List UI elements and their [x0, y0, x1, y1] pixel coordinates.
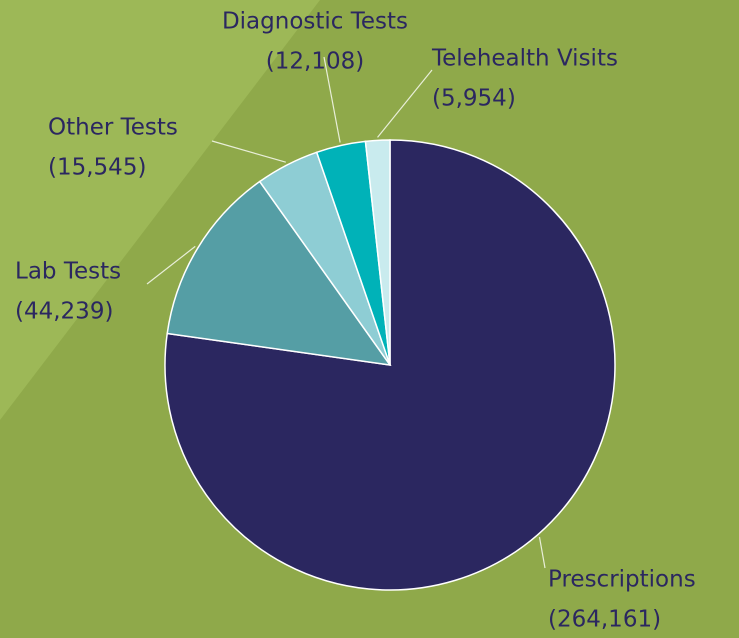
slice-value-label: (264,161) [548, 607, 661, 633]
background-accent [0, 0, 320, 420]
leader-line [377, 69, 433, 138]
slice-label: Other Tests [48, 115, 178, 141]
slice-value-label: (5,954) [432, 86, 516, 112]
slice-value-label: (12,108) [266, 49, 364, 75]
leader-line [146, 245, 196, 285]
slice-label: Lab Tests [15, 259, 121, 285]
pie-slice [364, 139, 391, 366]
slice-value-label: (44,239) [15, 299, 113, 325]
leader-line [211, 140, 286, 163]
slice-label: Prescriptions [548, 567, 696, 593]
slice-label: Diagnostic Tests [222, 9, 408, 35]
pie-slice [166, 180, 392, 366]
slice-value-label: (15,545) [48, 155, 146, 181]
leader-line [323, 56, 341, 143]
leader-line [538, 537, 546, 569]
slice-label: Telehealth Visits [431, 46, 618, 72]
